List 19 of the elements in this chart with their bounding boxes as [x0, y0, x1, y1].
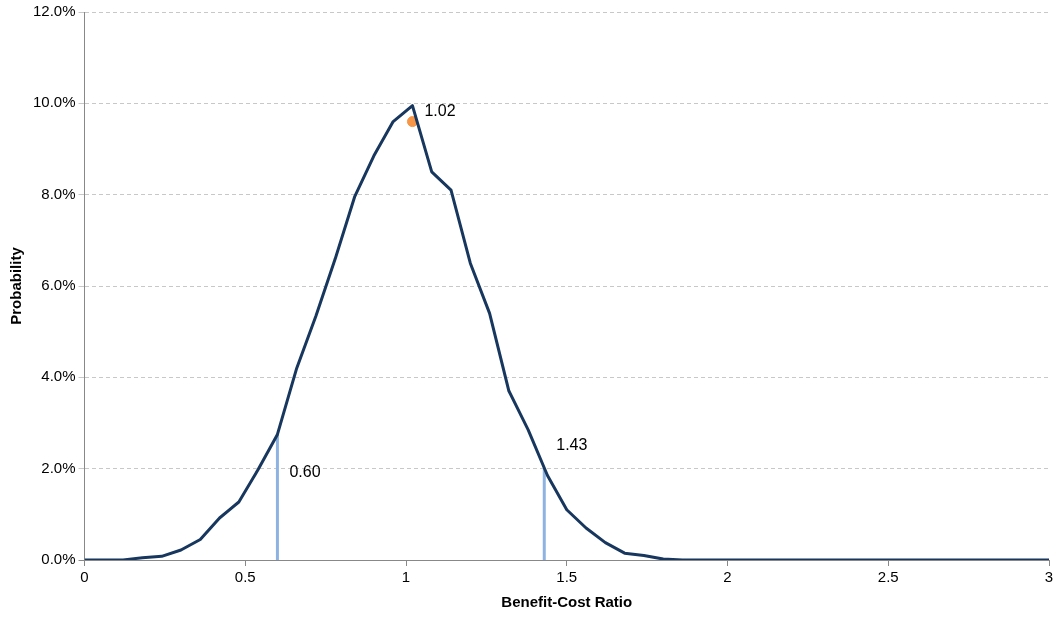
y-tick-label: 0.0% [41, 550, 76, 568]
y-tick-label: 6.0% [41, 276, 76, 294]
x-axis-title: Benefit-Cost Ratio [501, 593, 633, 611]
y-tick-label: 8.0% [41, 184, 76, 202]
x-tick-label: 3 [1044, 568, 1054, 586]
x-tick-label: 0.5 [234, 568, 256, 586]
y-tick-label: 12.0% [32, 2, 76, 20]
ref-line-label: 1.43 [556, 436, 588, 454]
x-tick-label: 1.5 [556, 568, 578, 586]
x-tick-label: 0 [80, 568, 89, 586]
x-tick-label: 2.5 [877, 568, 899, 586]
x-tick-label: 2 [723, 568, 732, 586]
x-tick-label: 1 [401, 568, 411, 586]
y-tick-label: 10.0% [32, 93, 76, 111]
y-tick-label: 2.0% [41, 458, 76, 476]
y-axis-title: Probability [7, 246, 25, 325]
y-tick-label: 4.0% [41, 367, 76, 385]
annotation: 1.02 [424, 102, 456, 120]
ref-line-label: 0.60 [289, 462, 321, 480]
